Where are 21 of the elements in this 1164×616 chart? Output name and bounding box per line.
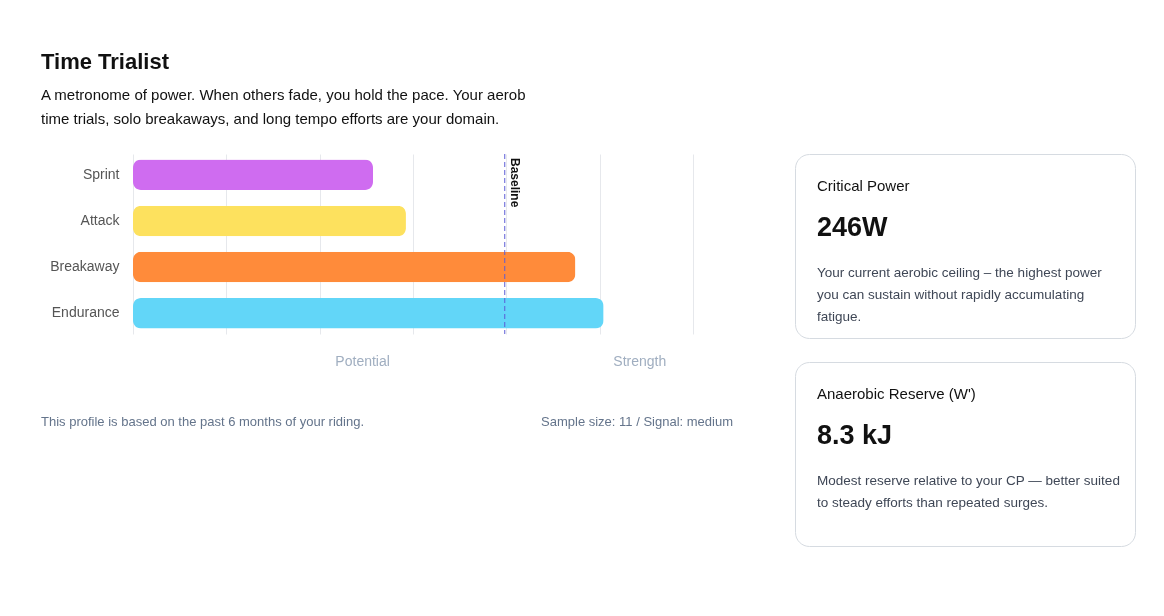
text: Modest reserve relative to your CP — better suited to steady efforts than repeated surges. bbox=[817, 473, 1120, 510]
y-tick-label: Sprint bbox=[82, 165, 120, 182]
bar bbox=[133, 298, 604, 329]
text: 8.3 kJ bbox=[817, 420, 893, 450]
ref-line-label: Baseline bbox=[507, 158, 522, 208]
y-tick-label: Breakaway bbox=[50, 258, 120, 275]
text: Sample size: 11 / Signal: medium bbox=[541, 414, 733, 429]
chart-subtitle: A metronome of power. When others fade, you hold the pace. Your aerob time trials, solo breakaways, and long tempo efforts are your domain. bbox=[41, 85, 526, 127]
text: Anaerobic Reserve (W') bbox=[817, 385, 976, 402]
y-tick-label: Endurance bbox=[51, 304, 120, 321]
text: 246W bbox=[817, 212, 889, 242]
bar bbox=[133, 159, 373, 190]
text: Strength bbox=[613, 353, 667, 369]
text: Potential bbox=[335, 353, 390, 369]
text: This profile is based on the past 6 months of your riding. bbox=[41, 414, 365, 429]
chart-title: Time Trialist bbox=[41, 48, 170, 74]
bar bbox=[133, 251, 576, 283]
text: Your current aerobic ceiling – the highest power you can sustain without rapidly accumulating fatigue. bbox=[817, 265, 1103, 324]
text: Critical Power bbox=[817, 177, 910, 194]
y-tick-label: Attack bbox=[80, 211, 121, 228]
bar bbox=[133, 205, 406, 237]
